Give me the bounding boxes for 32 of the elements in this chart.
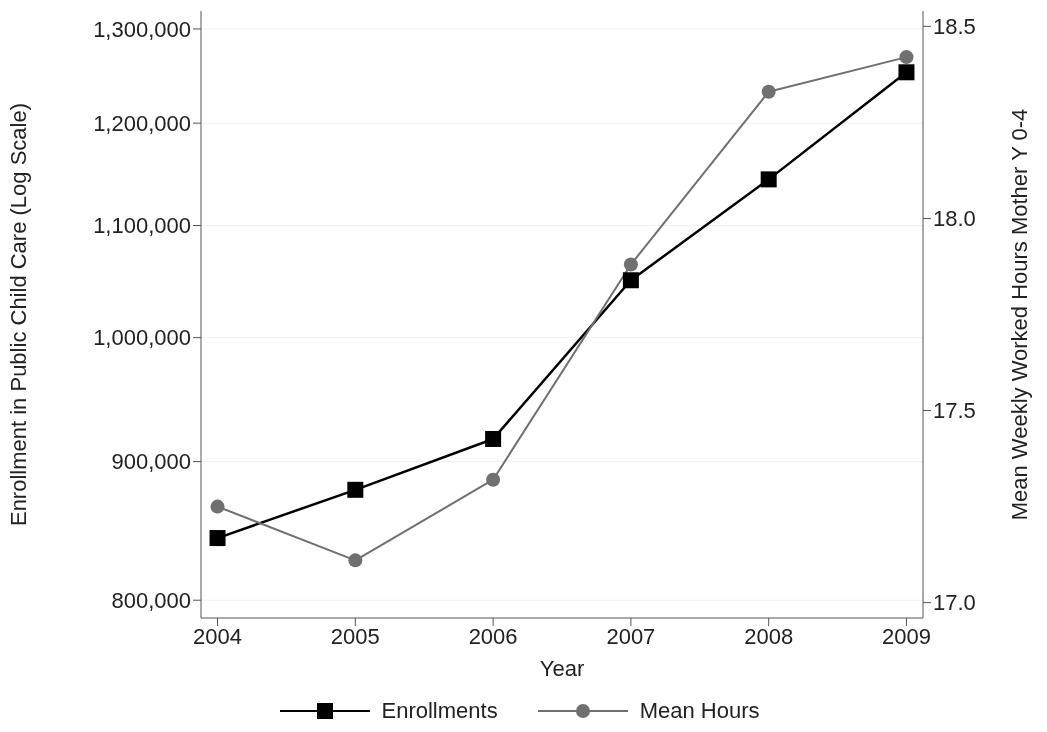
x-tick-label: 2008 bbox=[744, 623, 794, 649]
y2-axis-title: Mean Weekly Worked Hours Mother Y 0-4 bbox=[1006, 108, 1032, 521]
point bbox=[760, 171, 777, 188]
point bbox=[899, 50, 914, 65]
y-tick-label: 1,200,000 bbox=[93, 110, 191, 136]
y-tick-label: 1,300,000 bbox=[93, 16, 191, 42]
point bbox=[622, 272, 639, 289]
point bbox=[210, 499, 225, 514]
legend-label: Mean Hours bbox=[639, 698, 760, 724]
point bbox=[209, 530, 226, 547]
point bbox=[898, 64, 915, 81]
point bbox=[485, 430, 502, 447]
y2-tick-label: 18.0 bbox=[933, 206, 976, 232]
y-tick-label: 800,000 bbox=[111, 588, 191, 614]
point bbox=[761, 84, 776, 99]
x-tick-label: 2009 bbox=[881, 623, 931, 649]
x-tick-label: 2004 bbox=[193, 623, 243, 649]
x-tick-label: 2006 bbox=[468, 623, 518, 649]
x-axis-title: Year bbox=[539, 656, 585, 681]
point bbox=[348, 553, 363, 568]
legend-label: Enrollments bbox=[381, 698, 498, 724]
point bbox=[486, 472, 501, 487]
y-tick-label: 1,000,000 bbox=[93, 325, 191, 351]
y-tick-label: 1,100,000 bbox=[93, 213, 191, 239]
y2-tick-label: 17.5 bbox=[933, 398, 976, 424]
x-tick-label: 2007 bbox=[606, 623, 656, 649]
y2-tick-label: 18.5 bbox=[933, 14, 976, 40]
point bbox=[347, 481, 364, 498]
y-axis-title: Enrollment in Public Child Care (Log Scale) bbox=[5, 102, 31, 527]
y-tick-label: 900,000 bbox=[111, 449, 191, 475]
y2-tick-label: 17.0 bbox=[933, 590, 976, 616]
x-tick-label: 2005 bbox=[330, 623, 380, 649]
